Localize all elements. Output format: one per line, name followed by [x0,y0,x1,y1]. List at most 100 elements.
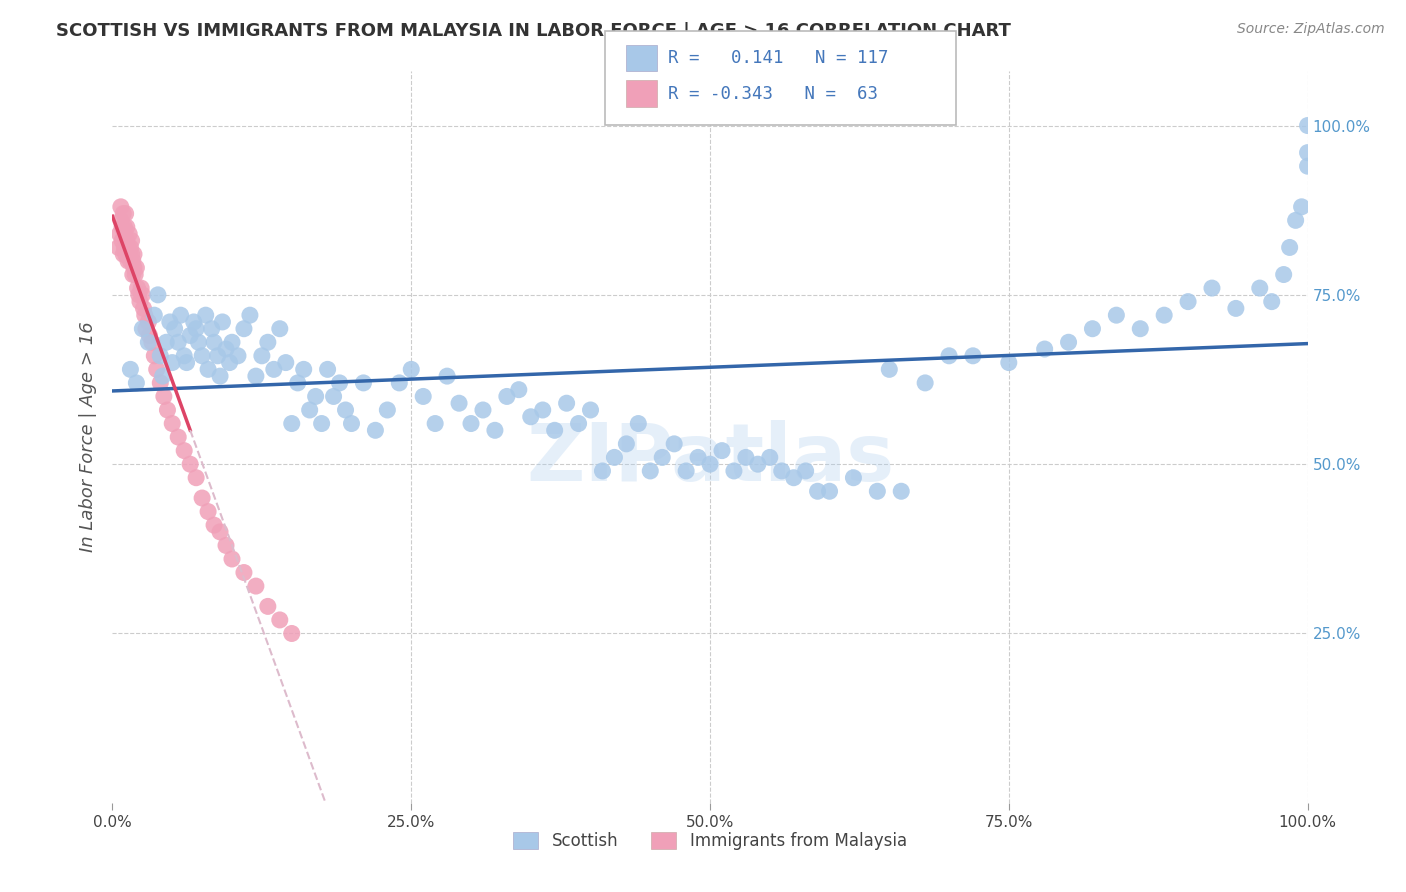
Point [842,471,865,485]
Point [143,308,166,322]
Point [122,247,145,261]
Point [120,362,142,376]
Point [239,308,262,322]
Point [209,524,232,539]
Point [146,288,169,302]
Point [460,417,482,431]
Point [115,234,138,248]
Point [1291,200,1313,214]
Point [1105,308,1128,322]
Point [233,322,256,336]
Point [447,396,470,410]
Point [1249,281,1271,295]
Point [794,464,817,478]
Point [183,315,205,329]
Point [115,220,138,235]
Point [138,328,160,343]
Point [675,464,697,478]
Point [169,308,191,322]
Point [281,417,304,431]
Point [201,322,224,336]
Point [122,260,145,275]
Point [215,342,238,356]
Point [135,322,157,336]
Point [176,355,198,369]
Point [152,369,174,384]
Point [1057,335,1080,350]
Point [131,322,153,336]
Point [520,409,543,424]
Point [472,403,495,417]
Point [807,484,830,499]
Point [998,355,1021,369]
Point [121,247,143,261]
Point [1177,294,1199,309]
Point [723,464,745,478]
Point [603,450,626,465]
Point [292,362,315,376]
Point [298,403,321,417]
Point [305,389,328,403]
Point [274,355,297,369]
Point [186,322,208,336]
Point [352,376,374,390]
Point [215,538,238,552]
Point [1296,159,1319,173]
Point [1261,294,1284,309]
Point [782,471,804,485]
Point [688,450,710,465]
Point [818,484,841,499]
Point [121,268,143,282]
Point [1081,322,1104,336]
Point [191,491,214,505]
Point [1153,308,1175,322]
Point [125,376,148,390]
Point [114,220,135,235]
Point [145,362,167,376]
Point [112,206,135,220]
Point [484,423,506,437]
Point [543,423,565,437]
Point [179,328,201,343]
Point [162,417,183,431]
Point [197,362,219,376]
Point [250,349,273,363]
Point [134,308,156,322]
Point [1033,342,1056,356]
Point [233,566,256,580]
Point [211,315,233,329]
Point [132,301,155,316]
Point [167,335,190,350]
Point [111,220,134,235]
Point [664,437,686,451]
Point [115,240,138,254]
Point [640,464,662,478]
Point [627,417,650,431]
Point [436,369,458,384]
Point [173,349,195,363]
Point [377,403,399,417]
Point [568,417,591,431]
Point [131,288,153,302]
Point [194,308,217,322]
Point [316,362,339,376]
Y-axis label: In Labor Force | Age > 16: In Labor Force | Age > 16 [79,322,97,552]
Point [770,464,793,478]
Point [269,322,291,336]
Point [117,254,139,268]
Point [1272,268,1295,282]
Point [287,376,309,390]
Point [412,389,434,403]
Text: ZIPatlas: ZIPatlas [526,420,894,498]
Point [340,417,363,431]
Point [156,403,179,417]
Point [401,362,423,376]
Point [167,430,190,444]
Point [108,227,131,241]
Point [162,355,183,369]
Point [226,349,249,363]
Point [879,362,901,376]
Point [555,396,578,410]
Point [1296,119,1319,133]
Point [197,505,219,519]
